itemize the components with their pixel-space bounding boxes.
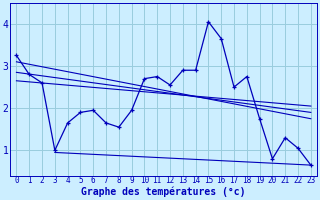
X-axis label: Graphe des températures (°c): Graphe des températures (°c) (81, 187, 246, 197)
